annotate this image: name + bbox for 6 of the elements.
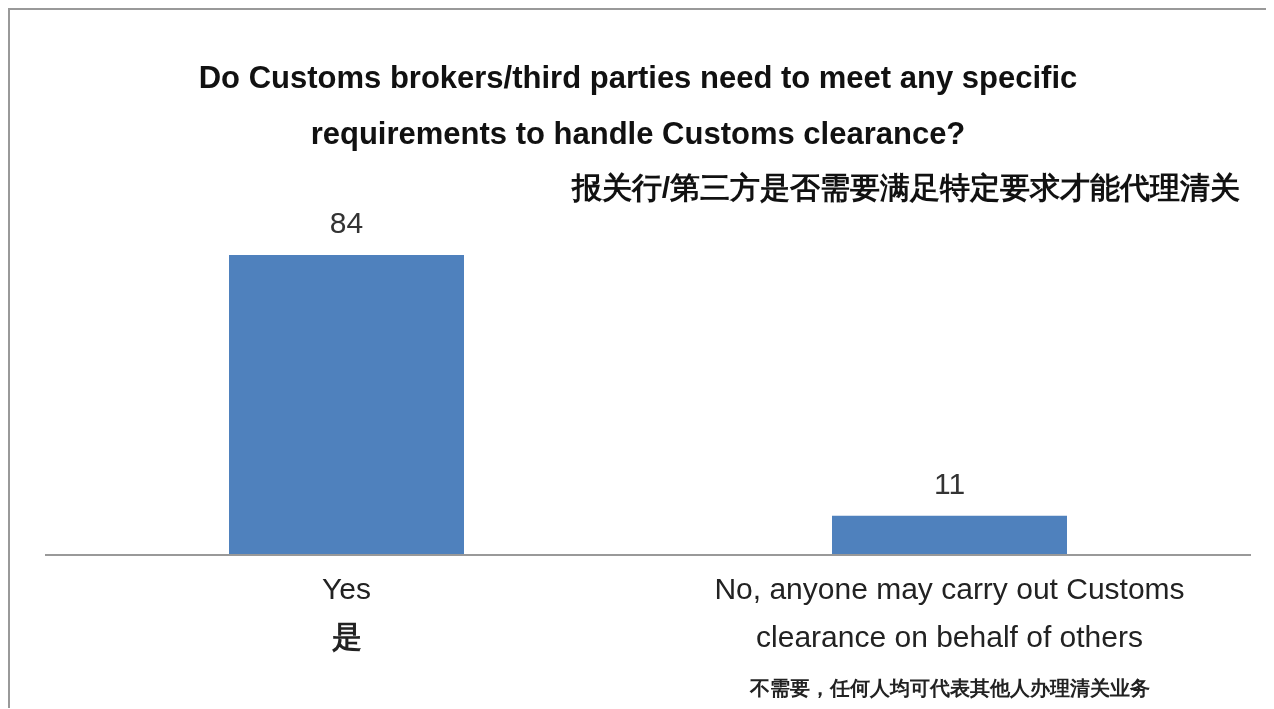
chart-subtitle: 报关行/第三方是否需要满足特定要求才能代理清关 xyxy=(571,171,1240,204)
data-label: 84 xyxy=(329,206,364,239)
x-tick-label: No, anyone may carry out Customs clearance on behalf of others 不需要，任何人均可代表其他人办理清关业务 xyxy=(714,572,1185,699)
data-label: 11 xyxy=(933,466,966,500)
x-tick-label: Yes 是 xyxy=(322,572,371,653)
chart-title: Do Customs brokers/third parties need to meet any specific requirements to handle Customs clearance? xyxy=(197,59,1079,153)
